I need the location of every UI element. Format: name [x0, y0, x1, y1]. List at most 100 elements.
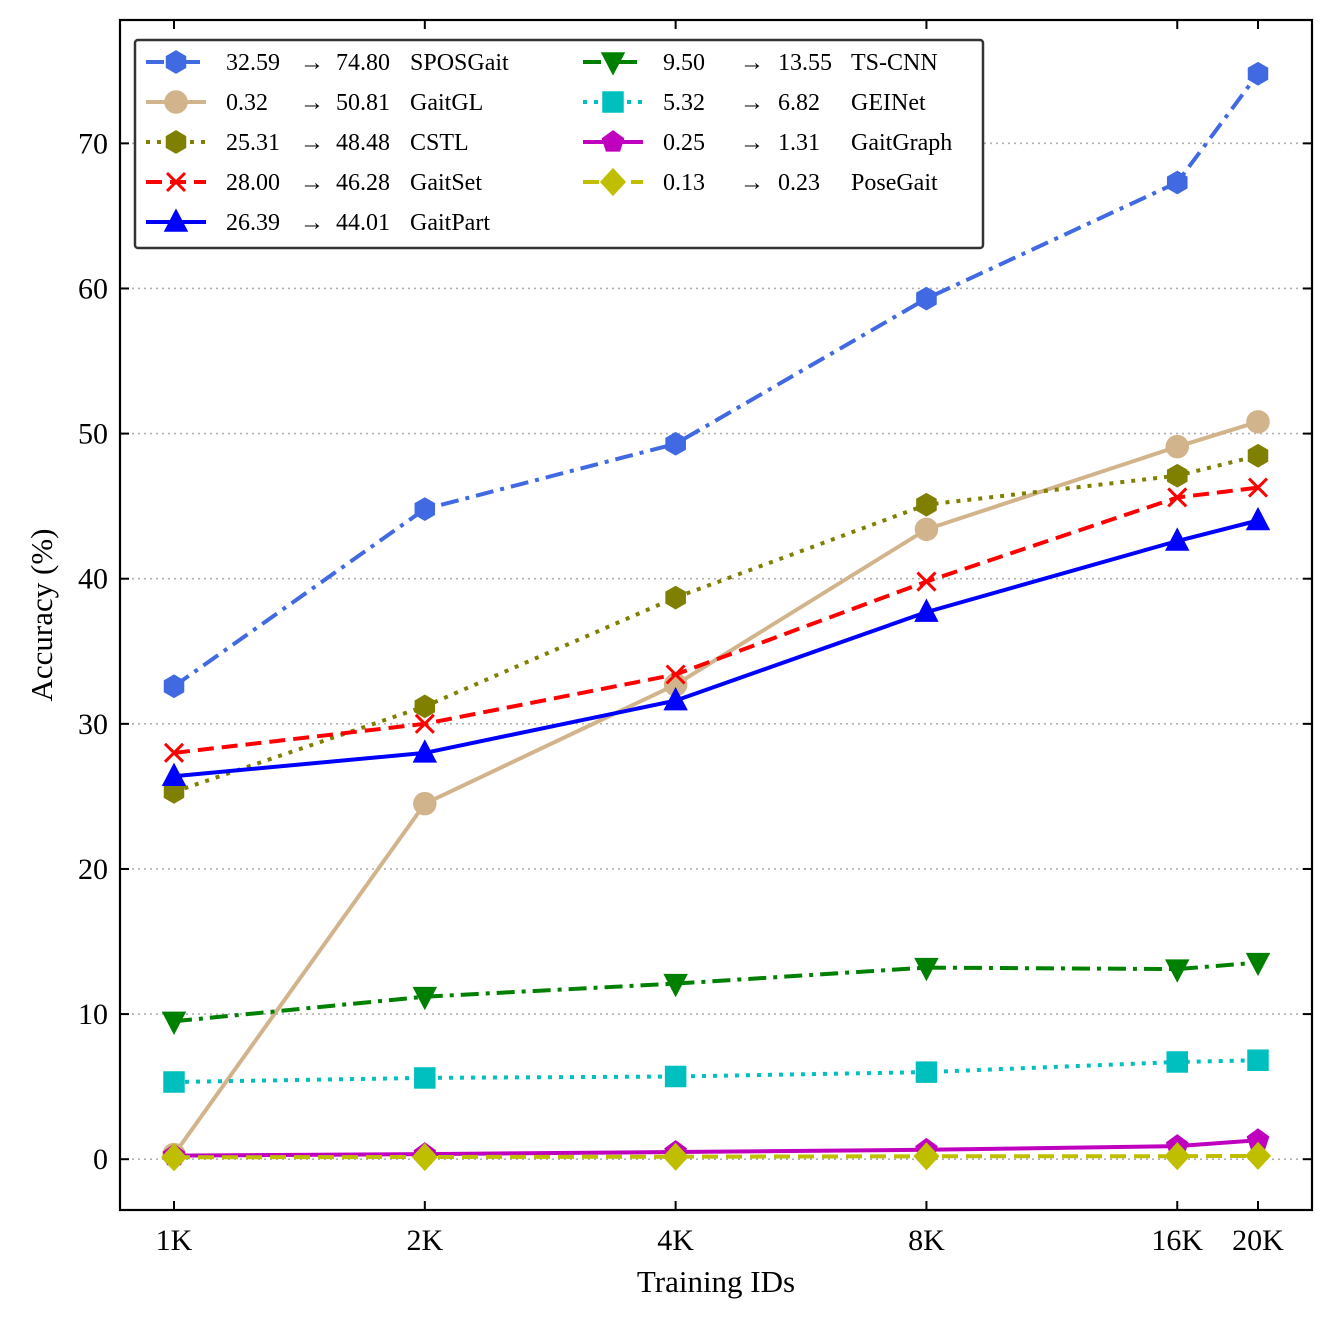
data-point: [664, 1065, 687, 1088]
legend-marker: [165, 130, 187, 154]
legend-arrow: →: [740, 90, 764, 116]
legend-item: 0.13 → 0.23 PoseGait: [583, 167, 938, 197]
legend-series-name: GaitGL: [410, 90, 483, 116]
legend-start-value: 5.32: [663, 90, 705, 116]
data-point: [916, 286, 937, 311]
series-line: [173, 1058, 1259, 1084]
legend-box: [133, 38, 985, 250]
legend-end-value: 74.80: [336, 50, 390, 76]
x-tick-label: 8K: [908, 1224, 945, 1257]
y-tick-label: 40: [78, 563, 108, 596]
data-point: [1166, 1051, 1189, 1073]
data-point: [665, 664, 686, 685]
data-point: [163, 674, 185, 699]
legend-series-name: GaitGraph: [851, 130, 952, 156]
data-point: [163, 742, 185, 763]
data-point: [412, 986, 438, 1011]
x-tick-label: 20K: [1232, 1224, 1284, 1257]
legend-marker: [163, 208, 189, 232]
data-point: [1165, 959, 1190, 983]
series-cstl: [163, 443, 1269, 804]
data-point: [161, 762, 187, 786]
legend-arrow: →: [300, 170, 324, 196]
legend-arrow: →: [740, 170, 764, 196]
legend-series-name: CSTL: [410, 130, 469, 156]
legend-series-name: GEINet: [851, 90, 926, 116]
series-layer: [160, 61, 1272, 1172]
legend-item: 26.39 → 44.01 GaitPart: [146, 208, 490, 236]
y-tick-label: 10: [78, 998, 108, 1031]
legend-item: 0.25 → 1.31 GaitGraph: [583, 130, 952, 156]
data-point: [1245, 952, 1271, 977]
legend-series-name: TS-CNN: [851, 50, 938, 76]
data-point: [414, 694, 436, 719]
legend-arrow: →: [300, 130, 324, 156]
data-point: [414, 497, 436, 521]
legend-arrow: →: [740, 50, 764, 76]
y-tick-label: 50: [78, 418, 108, 451]
legend-arrow: →: [740, 130, 764, 156]
data-point: [413, 791, 437, 816]
legend-item: 9.50 → 13.55 TS-CNN: [583, 50, 938, 76]
data-point: [663, 973, 688, 998]
series-line: [172, 72, 1260, 688]
x-tick-label: 4K: [657, 1224, 694, 1257]
x-axis-title: Training IDs: [637, 1264, 795, 1299]
data-point: [916, 571, 937, 592]
legend-start-value: 26.39: [226, 210, 280, 236]
series-line: [173, 1138, 1259, 1158]
data-point: [916, 492, 937, 517]
legend-marker: [599, 167, 627, 197]
legend-marker: [164, 90, 188, 114]
data-point: [1166, 463, 1188, 488]
legend-series-name: GaitPart: [410, 210, 490, 236]
series-gaitset: [163, 477, 1269, 763]
data-point: [1164, 1142, 1191, 1171]
y-tick-label: 60: [78, 272, 108, 305]
series-posegait: [160, 1141, 1272, 1172]
data-point: [1244, 1141, 1272, 1170]
legend-marker: [600, 52, 626, 76]
legend-end-value: 13.55: [778, 50, 832, 76]
legend: 32.59 → 74.80 SPOSGait 0.32 → 50.81 GaitGL 25.31…: [133, 38, 985, 250]
data-point: [913, 1142, 940, 1171]
series-line: [173, 453, 1259, 794]
grid: [120, 142, 1312, 1161]
data-point: [1247, 443, 1269, 468]
legend-item: 5.32 → 6.82 GEINet: [583, 90, 926, 116]
series-line: [173, 1153, 1259, 1160]
data-point: [914, 598, 939, 622]
data-point: [414, 1067, 436, 1089]
legend-start-value: 0.25: [663, 130, 705, 156]
data-point: [412, 739, 438, 763]
legend-end-value: 48.48: [336, 130, 390, 156]
legend-start-value: 9.50: [663, 50, 705, 76]
legend-marker: [602, 91, 624, 113]
y-axis-title: Accuracy (%): [24, 529, 59, 702]
data-point: [1247, 1049, 1269, 1071]
legend-item: 28.00 → 46.28 GaitSet: [146, 170, 482, 196]
legend-item: 25.31 → 48.48 CSTL: [146, 130, 469, 156]
data-point: [163, 780, 185, 804]
legend-end-value: 1.31: [778, 130, 820, 156]
data-point: [160, 1143, 188, 1172]
legend-series-name: SPOSGait: [410, 50, 509, 76]
series-line: [173, 518, 1259, 779]
series-line: [173, 485, 1259, 755]
y-tick-label: 70: [78, 127, 108, 160]
legend-arrow: →: [300, 50, 324, 76]
data-point: [1165, 434, 1190, 459]
data-point: [1165, 527, 1190, 551]
legend-item: 0.32 → 50.81 GaitGL: [146, 90, 483, 116]
y-tick-label: 30: [78, 708, 108, 741]
legend-start-value: 28.00: [226, 170, 280, 196]
series-line: [173, 960, 1259, 1024]
data-point: [663, 687, 688, 711]
series-line: [172, 419, 1259, 1156]
data-point: [1246, 410, 1270, 434]
data-point: [915, 1061, 938, 1083]
data-point: [914, 957, 939, 982]
data-point: [1245, 506, 1271, 531]
data-point: [1247, 477, 1269, 498]
